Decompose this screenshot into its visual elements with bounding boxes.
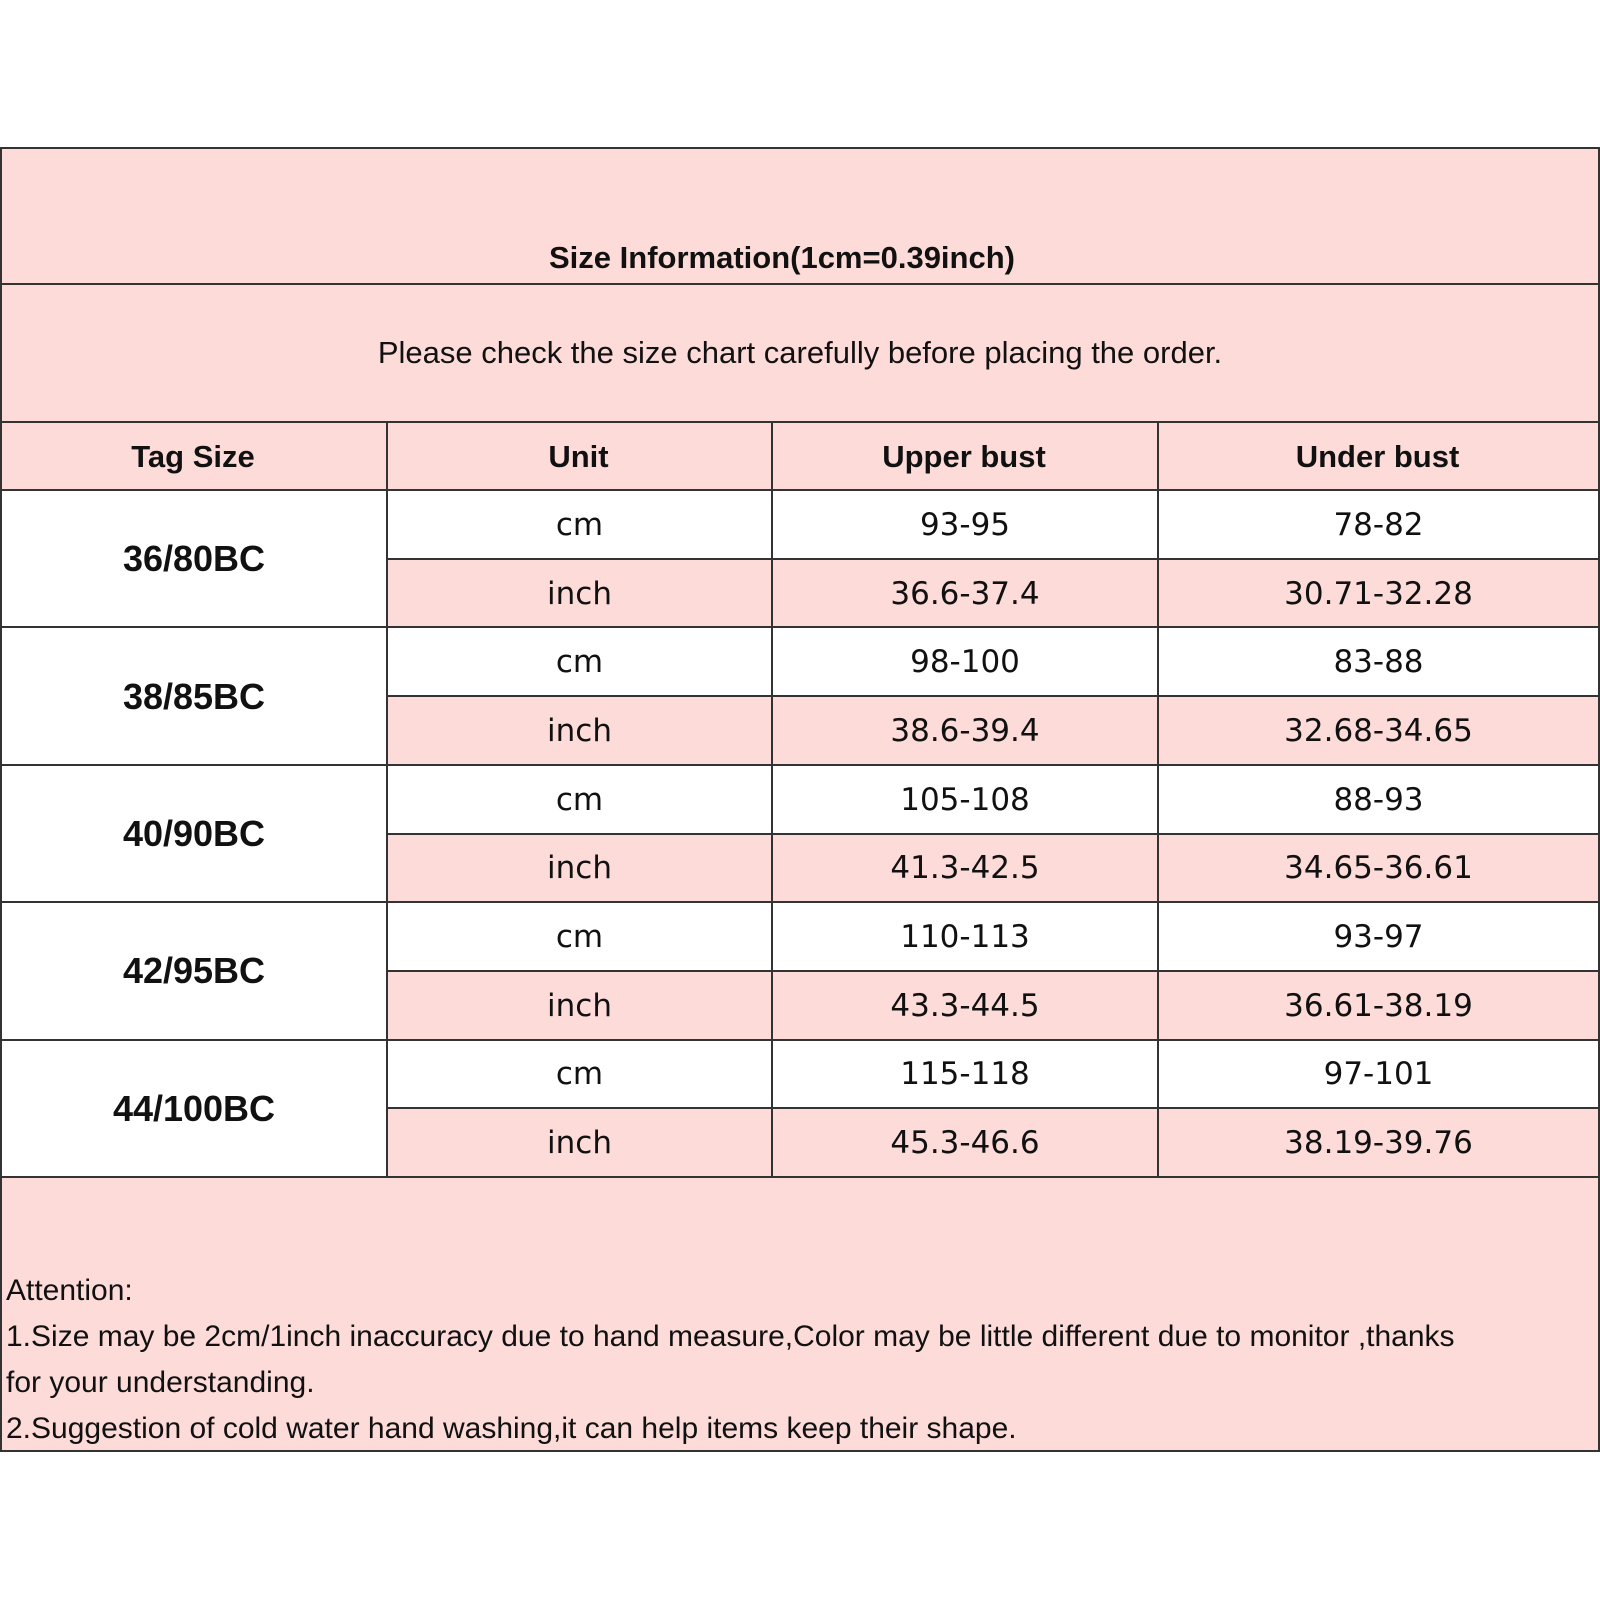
grid-line [386, 969, 1598, 972]
unit-cell: cm [388, 1040, 771, 1109]
grid-line [0, 901, 1600, 904]
grid-line [386, 695, 1598, 698]
grid-line [386, 1107, 1598, 1110]
unit-cell: inch [388, 834, 771, 903]
upper-bust-cell: 98-100 [773, 628, 1157, 697]
upper-bust-cell: 41.3-42.5 [773, 834, 1157, 903]
upper-bust-cell: 38.6-39.4 [773, 697, 1157, 765]
under-bust-cell: 38.19-39.76 [1159, 1109, 1598, 1177]
column-header: Upper bust [882, 438, 1046, 474]
note-line: 2.Suggestion of cold water hand washing,… [6, 1412, 1017, 1445]
column-header: Tag Size [131, 438, 255, 474]
under-bust-cell: 78-82 [1159, 491, 1598, 559]
grid-line [0, 1176, 1600, 1178]
unit-cell: cm [388, 628, 771, 697]
grid-line [771, 423, 773, 1177]
upper-bust-cell: 115-118 [773, 1040, 1157, 1109]
under-bust-cell: 83-88 [1159, 628, 1598, 697]
unit-cell: cm [388, 765, 771, 834]
upper-bust-cell: 36.6-37.4 [773, 559, 1157, 628]
grid-line [0, 1038, 1600, 1041]
unit-cell: inch [388, 697, 771, 765]
under-bust-cell: 93-97 [1159, 903, 1598, 971]
under-bust-cell: 88-93 [1159, 765, 1598, 834]
under-bust-cell: 30.71-32.28 [1159, 559, 1598, 628]
grid-line [0, 763, 1600, 766]
column-header: Under bust [1295, 438, 1460, 474]
under-bust-cell: 97-101 [1159, 1040, 1598, 1109]
upper-bust-cell: 93-95 [773, 491, 1157, 559]
tag-size: 40/90BC [2, 765, 386, 903]
under-bust-cell: 34.65-36.61 [1159, 834, 1598, 903]
chart-subtitle: Please check the size chart carefully be… [377, 335, 1223, 370]
grid-line [0, 489, 1600, 491]
grid-line [386, 423, 388, 1177]
unit-cell: cm [388, 903, 771, 971]
divider [0, 283, 1600, 285]
grid-line [1157, 423, 1159, 1177]
under-bust-cell: 32.68-34.65 [1159, 697, 1598, 765]
tag-size: 38/85BC [2, 628, 386, 765]
unit-cell: inch [388, 1109, 771, 1177]
divider [0, 421, 1600, 423]
unit-cell: inch [388, 971, 771, 1040]
note-line: 1.Size may be 2cm/1inch inaccuracy due t… [6, 1320, 1455, 1353]
under-bust-cell: 36.61-38.19 [1159, 971, 1598, 1040]
tag-size: 36/80BC [2, 491, 386, 628]
upper-bust-cell: 105-108 [773, 765, 1157, 834]
tag-size: 44/100BC [2, 1040, 386, 1177]
upper-bust-cell: 110-113 [773, 903, 1157, 971]
note-line: for your understanding. [6, 1366, 315, 1399]
upper-bust-cell: 43.3-44.5 [773, 971, 1157, 1040]
grid-line [0, 626, 1600, 629]
unit-cell: inch [388, 559, 771, 628]
grid-line [386, 557, 1598, 560]
upper-bust-cell: 45.3-46.6 [773, 1109, 1157, 1177]
column-header: Unit [548, 438, 609, 474]
unit-cell: cm [388, 491, 771, 559]
tag-size: 42/95BC [2, 903, 386, 1040]
note-line: Attention: [6, 1274, 133, 1307]
chart-title: Size Information(1cm=0.39inch) [549, 240, 1015, 275]
grid-line [386, 832, 1598, 835]
